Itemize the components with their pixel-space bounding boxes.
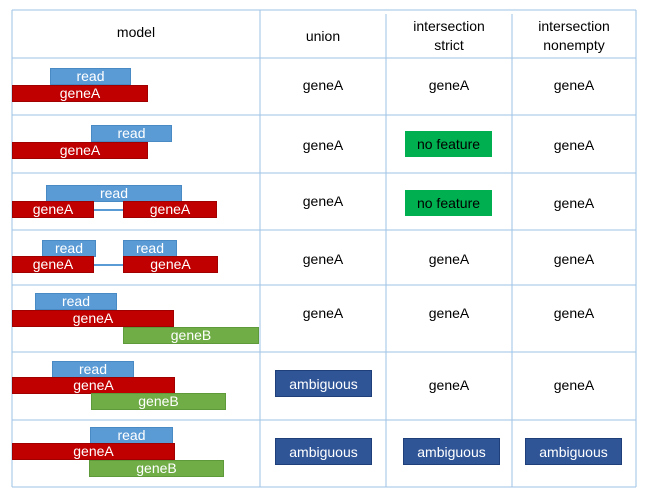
intron-connector <box>94 209 123 211</box>
header-strict-line2: strict <box>434 37 464 53</box>
gene-b-block: geneB <box>91 393 226 410</box>
gene-b-block: geneB <box>89 460 224 477</box>
row-5-strict: geneA <box>428 305 470 321</box>
gene-a-block: geneA <box>12 443 175 460</box>
gene-b-block: geneB <box>123 327 259 344</box>
read-block: read <box>46 185 182 202</box>
read-block: read <box>123 240 177 257</box>
row-1-strict: geneA <box>428 77 470 93</box>
row-6-nonempty: geneA <box>553 377 595 393</box>
read-block: read <box>52 361 134 378</box>
header-model-label: model <box>116 23 156 40</box>
gene-a-block: geneA <box>12 377 175 394</box>
header-nonempty-line2: nonempty <box>543 37 605 53</box>
read-block: read <box>35 293 117 310</box>
row-2-union: geneA <box>302 137 344 153</box>
row-4-strict: geneA <box>428 251 470 267</box>
row-1-nonempty: geneA <box>553 77 595 93</box>
row-6-strict: geneA <box>428 377 470 393</box>
header-nonempty-line1: intersection <box>538 18 610 34</box>
read-block: read <box>91 125 172 142</box>
header-strict-line1: intersection <box>413 18 485 34</box>
row-3-union: geneA <box>302 193 344 209</box>
header-intersection-strict: intersection strict <box>386 14 512 58</box>
read-block: read <box>90 427 173 444</box>
gene-a-block: geneA <box>12 142 148 159</box>
intron-connector <box>94 264 123 266</box>
row-3-strict-no-feature-badge: no feature <box>405 190 492 216</box>
row-2-nonempty: geneA <box>553 137 595 153</box>
read-block: read <box>42 240 96 257</box>
row-4-union: geneA <box>302 251 344 267</box>
header-union-label: union <box>305 27 341 44</box>
gene-a-exon-1-block: geneA <box>12 201 94 218</box>
header-model: model <box>12 10 260 54</box>
gene-a-block: geneA <box>12 85 148 102</box>
row-7-strict-ambiguous-badge: ambiguous <box>403 438 500 465</box>
row-7-nonempty-ambiguous-badge: ambiguous <box>525 438 622 465</box>
row-6-union-ambiguous-badge: ambiguous <box>275 370 372 397</box>
read-block: read <box>50 68 131 85</box>
row-4-nonempty: geneA <box>553 251 595 267</box>
gene-a-exon-2-block: geneA <box>123 256 218 273</box>
row-2-strict-no-feature-badge: no feature <box>405 131 492 157</box>
header-intersection-nonempty: intersection nonempty <box>512 14 636 58</box>
row-5-nonempty: geneA <box>553 305 595 321</box>
row-3-nonempty: geneA <box>553 195 595 211</box>
gene-a-exon-2-block: geneA <box>123 201 217 218</box>
row-5-union: geneA <box>302 305 344 321</box>
row-7-union-ambiguous-badge: ambiguous <box>275 438 372 465</box>
gene-a-exon-1-block: geneA <box>12 256 94 273</box>
gene-a-block: geneA <box>12 310 174 327</box>
row-1-union: geneA <box>302 77 344 93</box>
header-union: union <box>260 14 386 58</box>
